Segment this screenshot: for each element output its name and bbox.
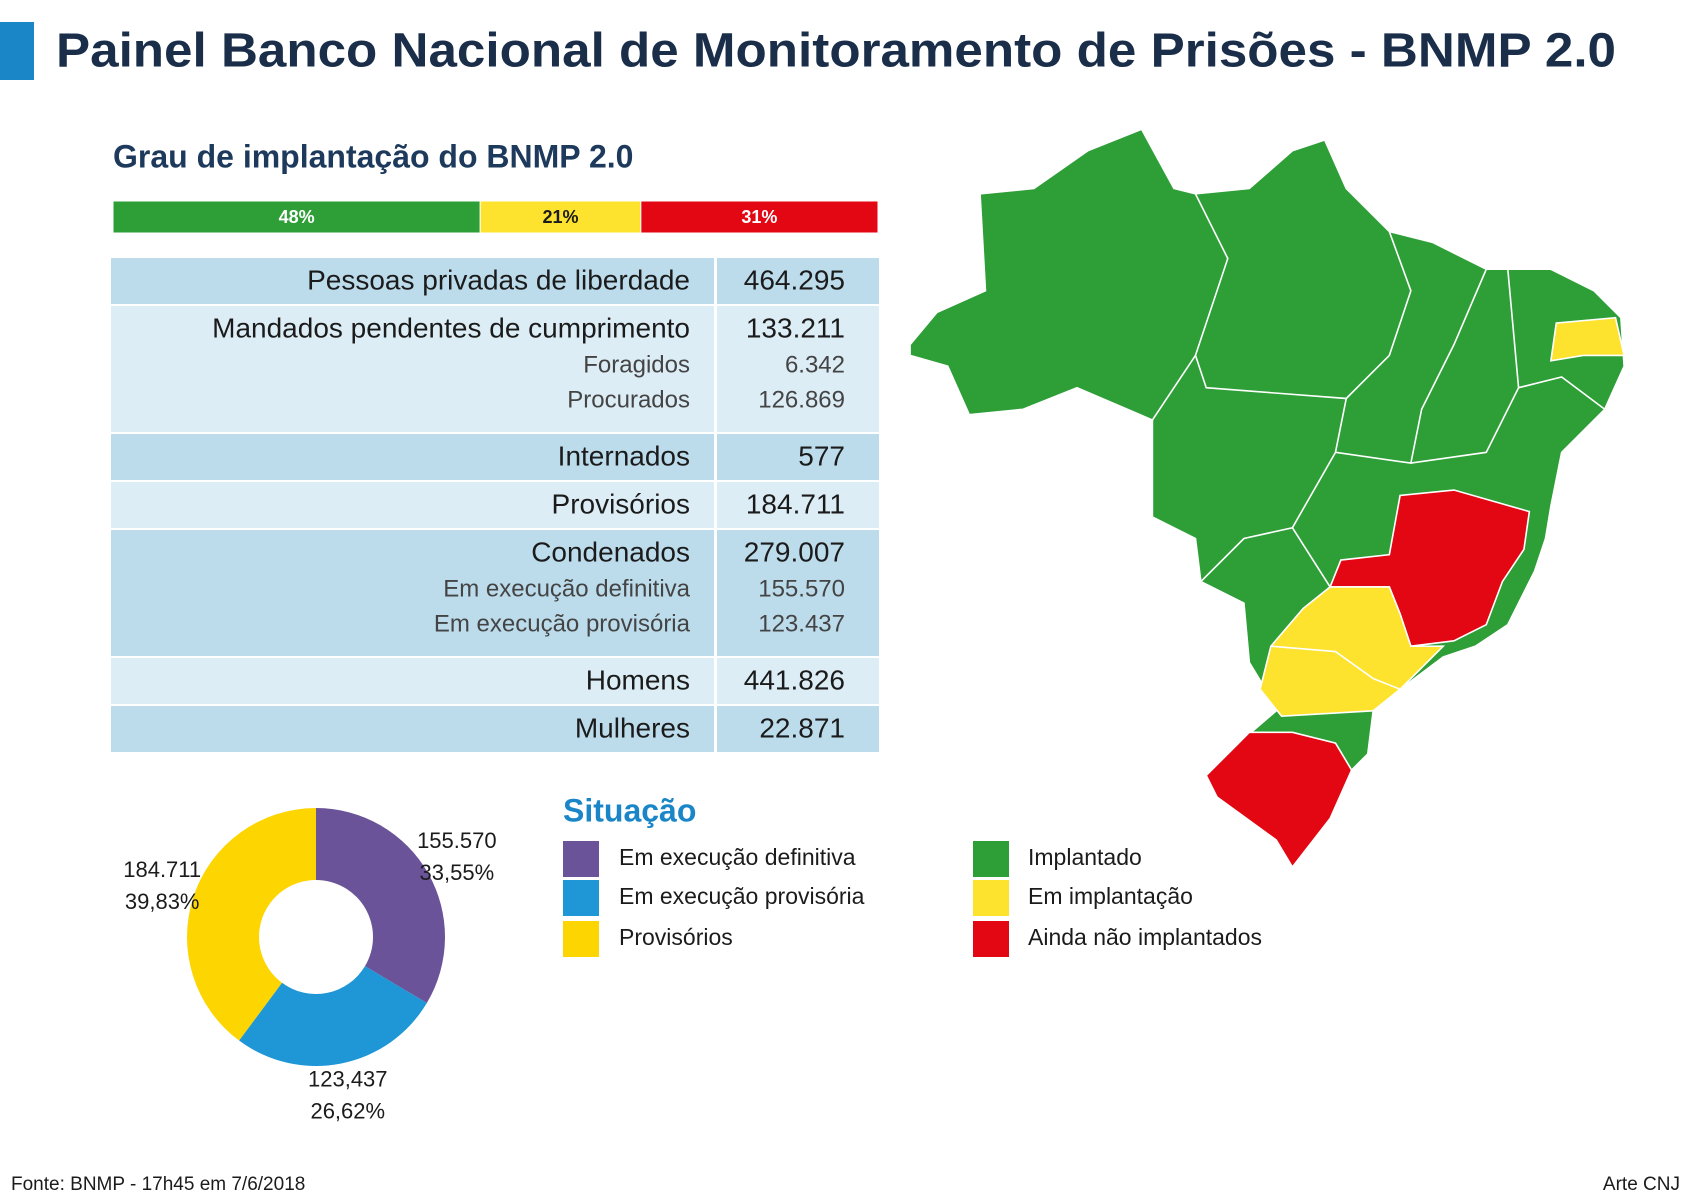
table-row (717, 530, 879, 656)
legend-label: Ainda não implantados (1028, 924, 1262, 950)
map-region (1328, 489, 1531, 648)
footer-source: Fonte: BNMP - 17h45 em 7/6/2018 (11, 1174, 305, 1195)
legend-label: Em implantação (1028, 883, 1193, 909)
detail-value: 155.570 (758, 575, 845, 602)
table-row (717, 306, 879, 432)
table-row (111, 434, 714, 480)
progress-segment (479, 200, 642, 234)
row-value: 577 (798, 440, 845, 471)
page-title: Painel Banco Nacional de Monitoramento d… (56, 25, 1616, 78)
detail-label: Procurados (567, 386, 690, 413)
table-row (111, 530, 714, 656)
map-border (1200, 398, 1348, 583)
slice-value-label: 155.570 (417, 828, 497, 853)
progress-label: 21% (543, 207, 579, 227)
donut-slice (239, 966, 427, 1066)
table-row (111, 482, 714, 528)
table-row (111, 306, 714, 432)
row-value: 441.826 (744, 664, 845, 695)
legend-label: Implantado (1028, 844, 1142, 870)
row-value: 22.871 (759, 712, 845, 743)
row-label: Mandados pendentes de cumprimento (212, 312, 690, 343)
legend-label: Provisórios (619, 924, 733, 950)
legend-label: Em execução definitiva (619, 844, 856, 870)
section-title: Grau de implantação do BNMP 2.0 (113, 138, 633, 174)
map-region (909, 128, 1625, 869)
table-row (717, 482, 879, 528)
map-region (1205, 731, 1353, 869)
title-accent (0, 22, 34, 80)
detail-value: 6.342 (785, 351, 845, 378)
slice-percent-label: 39,83% (125, 889, 200, 914)
donut-slice (316, 808, 445, 1004)
legend-swatch (973, 921, 1009, 957)
legend-swatch (973, 841, 1009, 877)
detail-value: 126.869 (758, 386, 845, 413)
row-value: 464.295 (744, 264, 845, 295)
map-region (1259, 586, 1446, 718)
table-row (717, 434, 879, 480)
table-row (111, 706, 714, 752)
map-border (1291, 527, 1331, 588)
slice-percent-label: 26,62% (310, 1099, 385, 1124)
detail-label: Em execução provisória (434, 610, 691, 637)
detail-value: 123.437 (758, 610, 845, 637)
map-border (1410, 269, 1520, 464)
row-value: 184.711 (746, 488, 845, 519)
legend-swatch (563, 880, 599, 916)
donut-slice (187, 808, 316, 1041)
table-row (111, 658, 714, 704)
table-row (717, 658, 879, 704)
map-border (1194, 231, 1412, 400)
detail-label: Foragidos (583, 351, 690, 378)
legend-swatch (973, 880, 1009, 916)
map-border (1335, 268, 1488, 465)
table-row (111, 258, 714, 304)
row-label: Provisórios (552, 488, 690, 519)
row-value: 279.007 (744, 536, 845, 567)
slice-value-label: 184.711 (123, 857, 201, 882)
row-label: Mulheres (575, 712, 690, 743)
table-row (717, 258, 879, 304)
progress-segment (640, 200, 879, 234)
map-region (1549, 316, 1626, 362)
row-label: Internados (558, 440, 690, 471)
legend-label: Em execução provisória (619, 883, 865, 909)
row-label: Condenados (531, 536, 690, 567)
legend-swatch (563, 841, 599, 877)
brazil-map (909, 128, 1626, 869)
map-border (1518, 376, 1606, 410)
legend-title: Situação (563, 792, 696, 828)
progress-label: 48% (279, 207, 315, 227)
legend-swatch (563, 921, 599, 957)
slice-value-label: 123,437 (308, 1067, 388, 1092)
slice-percent-label: 33,55% (420, 860, 495, 885)
table-row (717, 706, 879, 752)
map-border (1270, 645, 1401, 691)
row-label: Homens (586, 664, 690, 695)
map-border (1151, 193, 1229, 421)
row-label: Pessoas privadas de liberdade (307, 264, 690, 295)
row-value: 133.211 (746, 312, 845, 343)
progress-label: 31% (741, 207, 777, 227)
footer-credit: Arte CNJ (1603, 1174, 1680, 1195)
detail-label: Em execução definitiva (443, 575, 690, 602)
